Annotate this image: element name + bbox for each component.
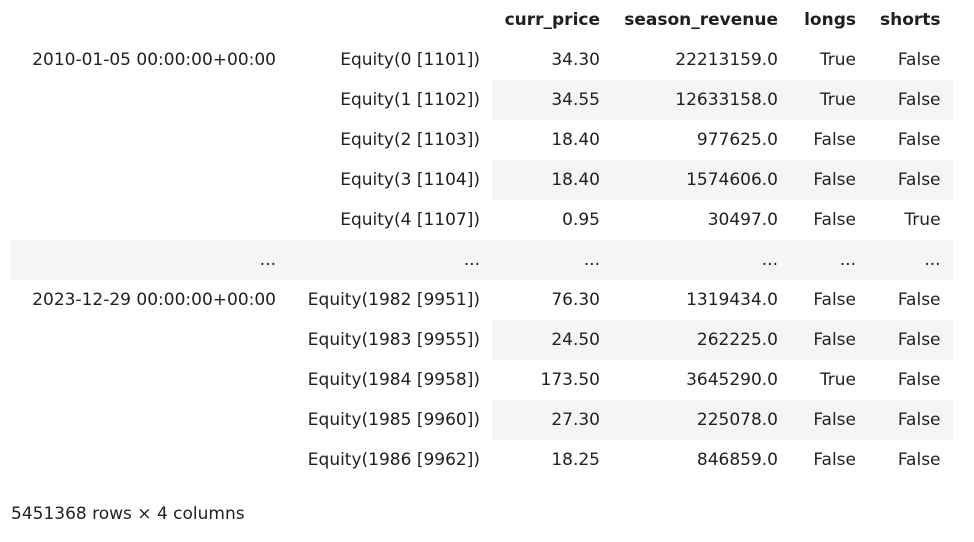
index-asset: Equity(1984 [9958]) bbox=[288, 360, 492, 400]
ellipsis-cell: ... bbox=[790, 240, 868, 280]
cell-season-revenue: 846859.0 bbox=[696, 450, 778, 470]
cell-longs: False bbox=[813, 130, 856, 150]
table-row: Equity(2 [1103]) 18.40 977625.0 False Fa… bbox=[10, 120, 953, 160]
cell-season-revenue: 1574606.0 bbox=[612, 160, 790, 200]
column-header: curr_price bbox=[492, 0, 612, 40]
cell-curr-price: 18.25 bbox=[551, 450, 600, 470]
cell-longs: False bbox=[813, 450, 856, 470]
ellipsis-cell: ... bbox=[492, 240, 612, 280]
cell-curr-price: 0.95 bbox=[562, 210, 600, 230]
ellipsis-cell: ... bbox=[612, 240, 790, 280]
dataframe-shape-text: 5451368 rows × 4 columns bbox=[11, 504, 245, 524]
index-asset: Equity(2 [1103]) bbox=[288, 120, 492, 160]
cell-curr-price: 76.30 bbox=[551, 290, 600, 310]
table-row: Equity(1986 [9962]) 18.25 846859.0 False… bbox=[10, 440, 953, 480]
index-asset: Equity(1985 [9960]) bbox=[288, 400, 492, 440]
ellipsis-cell: ... bbox=[868, 240, 953, 280]
cell-shorts: False bbox=[897, 370, 941, 390]
cell-season-revenue: 22213159.0 bbox=[675, 50, 778, 70]
cell-longs: True bbox=[819, 50, 856, 70]
cell-longs: False bbox=[813, 290, 856, 310]
cell-longs: False bbox=[790, 160, 868, 200]
ellipsis-cell: ... bbox=[288, 240, 492, 280]
column-header: shorts bbox=[868, 0, 953, 40]
cell-longs: True bbox=[819, 370, 856, 390]
cell-curr-price: 24.50 bbox=[492, 320, 612, 360]
index-header-level0 bbox=[10, 0, 288, 40]
table-row: Equity(3 [1104]) 18.40 1574606.0 False F… bbox=[10, 160, 953, 200]
index-date: 2010-01-05 00:00:00+00:00 bbox=[10, 40, 288, 240]
cell-longs: True bbox=[790, 80, 868, 120]
dataframe-output: curr_price season_revenue longs shorts 2… bbox=[10, 0, 953, 480]
column-header: season_revenue bbox=[612, 0, 790, 40]
index-asset: Equity(1983 [9955]) bbox=[288, 320, 492, 360]
cell-shorts: False bbox=[868, 320, 953, 360]
ellipsis-cell: ... bbox=[10, 240, 288, 280]
ellipsis-row: ... ... ... ... ... ... bbox=[10, 240, 953, 280]
index-asset: Equity(3 [1104]) bbox=[288, 160, 492, 200]
cell-curr-price: 18.40 bbox=[492, 160, 612, 200]
table-row: Equity(1985 [9960]) 27.30 225078.0 False… bbox=[10, 400, 953, 440]
index-asset: Equity(4 [1107]) bbox=[288, 200, 492, 240]
cell-curr-price: 27.30 bbox=[492, 400, 612, 440]
table-row: 2023-12-29 00:00:00+00:00 Equity(1982 [9… bbox=[10, 280, 953, 480]
cell-shorts: True bbox=[904, 210, 941, 230]
index-asset: Equity(0 [1101]) bbox=[288, 40, 492, 80]
index-header-level1 bbox=[288, 0, 492, 40]
table-row: Equity(4 [1107]) 0.95 30497.0 False True bbox=[10, 200, 953, 240]
index-asset: Equity(1 [1102]) bbox=[288, 80, 492, 120]
table-row: Equity(1 [1102]) 34.55 12633158.0 True F… bbox=[10, 80, 953, 120]
cell-season-revenue: 262225.0 bbox=[612, 320, 790, 360]
table-header-row: curr_price season_revenue longs shorts bbox=[10, 0, 953, 40]
table-row: 2010-01-05 00:00:00+00:00 Equity(0 [1101… bbox=[10, 40, 953, 240]
table-row: Equity(1984 [9958]) 173.50 3645290.0 Tru… bbox=[10, 360, 953, 400]
cell-longs: False bbox=[813, 210, 856, 230]
cell-season-revenue: 30497.0 bbox=[707, 210, 778, 230]
cell-season-revenue: 12633158.0 bbox=[612, 80, 790, 120]
cell-season-revenue: 225078.0 bbox=[612, 400, 790, 440]
index-asset: Equity(1982 [9951]) bbox=[288, 280, 492, 320]
dataframe-table: curr_price season_revenue longs shorts 2… bbox=[10, 0, 953, 480]
index-date: 2023-12-29 00:00:00+00:00 bbox=[10, 280, 288, 480]
cell-curr-price: 34.30 bbox=[551, 50, 600, 70]
cell-season-revenue: 977625.0 bbox=[696, 130, 778, 150]
table-row: Equity(1983 [9955]) 24.50 262225.0 False… bbox=[10, 320, 953, 360]
cell-shorts: False bbox=[897, 290, 941, 310]
cell-season-revenue: 3645290.0 bbox=[686, 370, 778, 390]
cell-shorts: False bbox=[897, 130, 941, 150]
cell-shorts: False bbox=[868, 80, 953, 120]
column-header: longs bbox=[790, 0, 868, 40]
cell-curr-price: 173.50 bbox=[540, 370, 600, 390]
cell-shorts: False bbox=[897, 50, 941, 70]
cell-curr-price: 18.40 bbox=[551, 130, 600, 150]
cell-shorts: False bbox=[868, 400, 953, 440]
cell-shorts: False bbox=[897, 450, 941, 470]
index-asset: Equity(1986 [9962]) bbox=[288, 440, 492, 480]
cell-shorts: False bbox=[868, 160, 953, 200]
cell-season-revenue: 1319434.0 bbox=[686, 290, 778, 310]
cell-longs: False bbox=[790, 320, 868, 360]
cell-curr-price: 34.55 bbox=[492, 80, 612, 120]
cell-longs: False bbox=[790, 400, 868, 440]
